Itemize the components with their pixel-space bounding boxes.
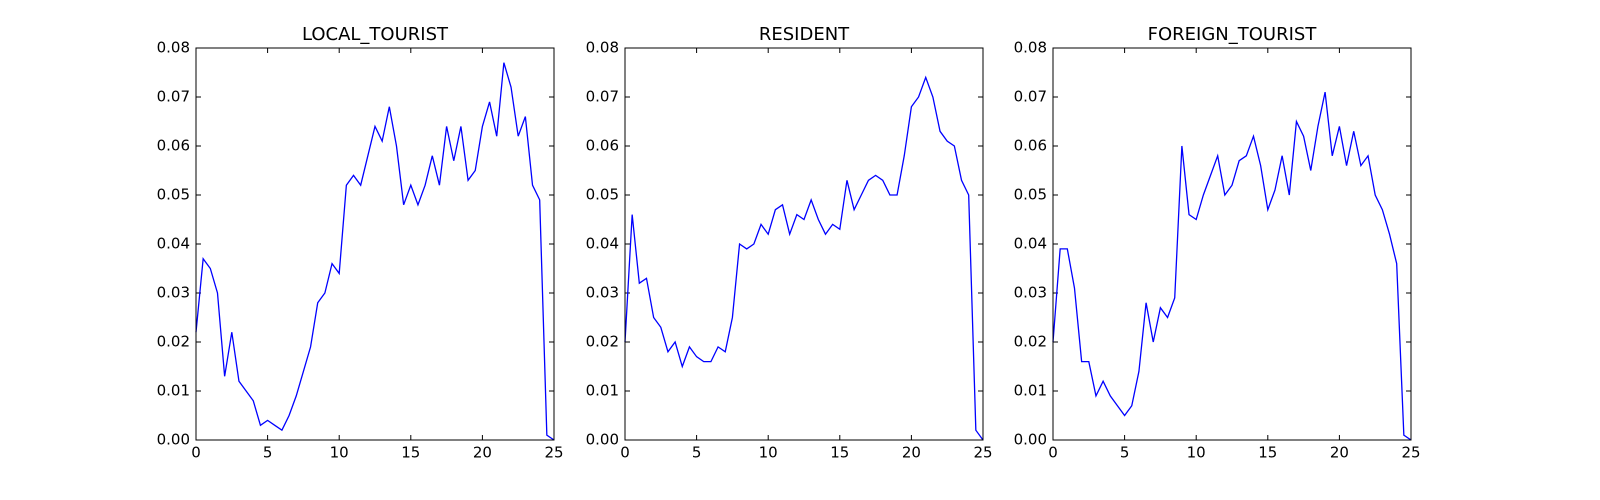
y-tick-label: 0.07 [157,88,190,106]
x-tick-label: 0 [620,444,630,462]
y-tick-label: 0.04 [1014,235,1047,253]
x-tick-label: 5 [692,444,702,462]
y-tick-label: 0.02 [1014,333,1047,351]
y-tick-label: 0.00 [157,431,190,449]
y-tick-label: 0.04 [157,235,190,253]
y-tick-label: 0.07 [586,88,619,106]
y-tick-label: 0.05 [586,186,619,204]
x-tick-label: 25 [1401,444,1420,462]
y-tick-label: 0.01 [586,382,619,400]
x-tick-label: 15 [1258,444,1277,462]
y-tick-label: 0.05 [1014,186,1047,204]
x-tick-label: 10 [1187,444,1206,462]
y-tick-label: 0.03 [157,284,190,302]
y-tick-label: 0.06 [586,137,619,155]
y-tick-label: 0.03 [586,284,619,302]
y-tick-label: 0.08 [1014,39,1047,57]
x-tick-label: 5 [1120,444,1130,462]
y-tick-label: 0.00 [1014,431,1047,449]
series-line [624,75,984,441]
series-line [1052,91,1412,441]
y-tick-label: 0.02 [586,333,619,351]
chart-title: FOREIGN_TOURIST [1148,24,1318,45]
x-tick-label: 20 [1330,444,1349,462]
x-tick-label: 25 [544,444,563,462]
y-tick-label: 0.04 [586,235,619,253]
plot-frame [1052,47,1412,441]
chart-title: RESIDENT [759,24,850,45]
x-tick-label: 25 [973,444,992,462]
x-tick-label: 10 [759,444,778,462]
x-tick-label: 0 [1048,444,1058,462]
y-tick-label: 0.05 [157,186,190,204]
y-tick-label: 0.06 [1014,137,1047,155]
y-tick-label: 0.08 [586,39,619,57]
x-tick-label: 20 [473,444,492,462]
y-tick-label: 0.08 [157,39,190,57]
x-tick-label: 15 [401,444,420,462]
x-tick-label: 5 [263,444,273,462]
y-tick-label: 0.07 [1014,88,1047,106]
y-tick-label: 0.06 [157,137,190,155]
y-tick-label: 0.01 [157,382,190,400]
y-tick-label: 0.01 [1014,382,1047,400]
x-tick-label: 20 [902,444,921,462]
y-tick-label: 0.03 [1014,284,1047,302]
x-tick-label: 15 [830,444,849,462]
series-line [195,62,555,441]
chart-title: LOCAL_TOURIST [302,24,449,45]
y-tick-label: 0.02 [157,333,190,351]
x-tick-label: 0 [191,444,201,462]
plot-frame [195,47,555,441]
plot-frame [624,47,984,441]
x-tick-label: 10 [330,444,349,462]
y-tick-label: 0.00 [586,431,619,449]
